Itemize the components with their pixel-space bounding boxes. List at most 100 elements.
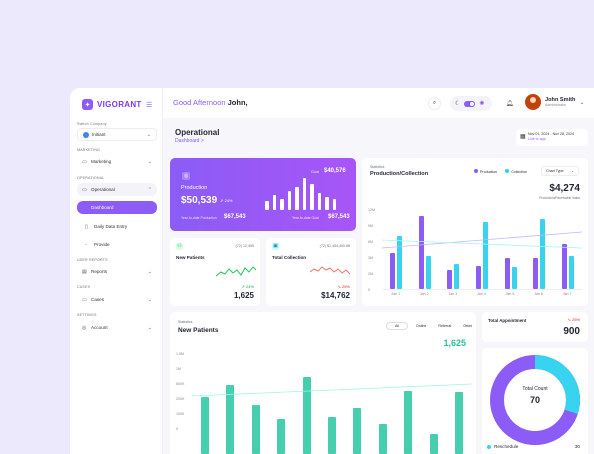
chart-bar-collection[interactable] — [397, 235, 403, 289]
chart-bar-production[interactable] — [390, 253, 396, 289]
chart-type-select[interactable]: Chart Type ⌄ — [541, 166, 579, 176]
np-bar[interactable] — [378, 423, 387, 454]
collection-icon: ▣ — [272, 243, 279, 250]
chart-bar-collection[interactable] — [425, 256, 431, 289]
chart-bar-production[interactable] — [561, 243, 567, 289]
new-patients-chart-card: Statistics New Patients All Online Refer… — [170, 312, 476, 454]
legend-production[interactable]: Production — [474, 169, 497, 174]
sidebar-item-label: Cases — [91, 297, 105, 302]
chart-bar-collection[interactable] — [454, 264, 460, 289]
app-window: ✦ VIGORANT ☰ Switch Company Initiant ⌄ M… — [70, 88, 594, 454]
filter-other[interactable]: Other — [463, 324, 473, 328]
new-patients-change: ⇗ 24% — [241, 284, 254, 289]
new-patients-sparkline — [216, 266, 256, 277]
new-patients-prev: (72) 12,455 — [235, 244, 254, 248]
chart-bar-production[interactable] — [504, 258, 510, 289]
production-mini-bar — [265, 201, 269, 210]
sidebar-item-marketing[interactable]: ▭ Marketing ⌄ — [77, 155, 157, 168]
production-mini-bar — [287, 190, 291, 210]
bell-icon[interactable]: 🔔︎ — [505, 101, 514, 107]
chart-bar-collection[interactable] — [540, 218, 546, 289]
production-mini-bar — [302, 178, 306, 210]
logo[interactable]: ✦ VIGORANT — [82, 99, 142, 110]
np-bar[interactable] — [200, 397, 209, 454]
greeting: Good Afternoon John, — [173, 98, 248, 107]
prod-collection-total-sub: Production/Receivable Value — [539, 196, 580, 200]
chart-bar-collection[interactable] — [483, 221, 488, 289]
user-menu[interactable]: John Smith Administrator ⌄ — [525, 94, 585, 110]
np-title: New Patients — [178, 327, 219, 334]
production-mini-bar — [332, 199, 336, 210]
company-select[interactable]: Initiant ⌄ — [77, 128, 157, 141]
legend-production-label: Production — [480, 170, 498, 174]
patient-icon: ⚇ — [176, 243, 183, 250]
np-bar[interactable] — [404, 391, 413, 454]
sidebar-item-account[interactable]: ◎ Account ⌄ — [77, 321, 157, 334]
legend-dot — [487, 444, 491, 449]
np-bar[interactable] — [353, 407, 362, 454]
ytd-production-label: Year-to-date Production — [181, 216, 217, 220]
sidebar-item-dashboard[interactable]: Dashboard — [77, 201, 157, 214]
x-tick-label: Jan 4 — [477, 292, 486, 296]
menu-toggle-icon[interactable]: ☰ — [146, 102, 153, 109]
sidebar-item-label: Dashboard — [91, 205, 114, 210]
theme-toggle[interactable] — [464, 100, 476, 107]
sidebar-item-daily-data-entry[interactable]: ▯ Daily Data Entry — [77, 220, 157, 233]
total-collection-sparkline — [310, 266, 350, 275]
np-bar[interactable] — [429, 434, 438, 454]
legend-collection[interactable]: Collection — [505, 169, 527, 174]
total-collection-change-text: 25% — [341, 284, 350, 289]
sidebar: ✦ VIGORANT ☰ Switch Company Initiant ⌄ M… — [70, 88, 163, 454]
date-range-picker[interactable]: ▦ Nov 01, 2024 - Nov 28, 2024 Link to ap… — [516, 129, 588, 146]
company-name: Initiant — [92, 132, 106, 137]
total-appointment-change: ⇘ 25% — [567, 317, 580, 322]
calendar-icon: ▦ — [520, 134, 526, 140]
chart-bar-production[interactable] — [447, 270, 453, 289]
account-icon: ◎ — [82, 324, 87, 331]
x-tick-label: Jan 5 — [505, 292, 515, 296]
production-mini-chart — [265, 178, 340, 210]
ytd-goal-label: Year-to-date Goal — [292, 216, 319, 220]
sidebar-item-cases[interactable]: ▭ Cases ⌄ — [77, 293, 157, 306]
sun-icon: ✺ — [479, 101, 485, 107]
switch-company-label: Switch Company — [77, 122, 107, 126]
goal-value: $40,576 — [324, 168, 346, 174]
appointment-donut-card: Total Count 70 Reschedule 30 — [482, 348, 588, 454]
user-name: John Smith — [545, 97, 576, 103]
chart-bar-production[interactable] — [533, 258, 539, 289]
donut-segment-reschedule — [490, 355, 580, 445]
y-tick-label: 200K — [176, 397, 185, 401]
chart-bar-collection[interactable] — [511, 267, 517, 289]
prod-collection-x-axis: Jan 1 Jan 2 Jan 3 Jan 4 Jan 5 Jan 6 Jan 7 — [382, 292, 582, 300]
marketing-icon: ▭ — [82, 158, 87, 165]
filter-online[interactable]: Online — [416, 324, 427, 328]
sidebar-item-operational[interactable]: ▭ Operational ⌃ — [77, 183, 157, 196]
search-icon[interactable]: ⌕ — [428, 97, 441, 110]
prod-collection-y-axis: 12M 9M 6M 3M 2M 0 — [368, 208, 380, 292]
total-appointment-card: Total Appointment ⇘ 25% 900 — [482, 312, 588, 342]
np-bar[interactable] — [328, 416, 336, 454]
chart-bar-collection[interactable] — [568, 256, 574, 289]
production-mini-bar — [317, 192, 321, 210]
chart-bar-production[interactable] — [418, 215, 424, 289]
chevron-down-icon: ⌄ — [147, 324, 152, 331]
theme-switcher[interactable]: ☾ ✺ — [450, 96, 492, 111]
sidebar-item-reports[interactable]: ▤ Reports ⌄ — [77, 265, 157, 278]
sidebar-item-label: Reports — [91, 269, 108, 274]
operational-icon: ▭ — [82, 186, 87, 193]
chart-bar-production[interactable] — [476, 266, 481, 289]
np-bar[interactable] — [277, 418, 286, 454]
goal-label: Goal — [311, 170, 320, 174]
np-bar[interactable] — [251, 405, 260, 454]
y-tick-label: 2M — [368, 272, 373, 276]
filter-referral[interactable]: Referral — [438, 324, 452, 328]
chevron-down-icon: ⌄ — [147, 296, 152, 303]
prod-collection-total: $4,274 — [549, 183, 580, 194]
breadcrumb[interactable]: Dashboard > — [175, 138, 204, 144]
sidebar-item-provide[interactable]: ◦ Provide — [77, 238, 157, 251]
main-content: Operational Dashboard > ▦ Nov 01, 2024 -… — [163, 118, 594, 454]
np-bar[interactable] — [226, 385, 235, 454]
np-bar[interactable] — [455, 392, 464, 454]
np-bar[interactable] — [302, 376, 311, 454]
filter-all[interactable]: All — [386, 322, 408, 330]
